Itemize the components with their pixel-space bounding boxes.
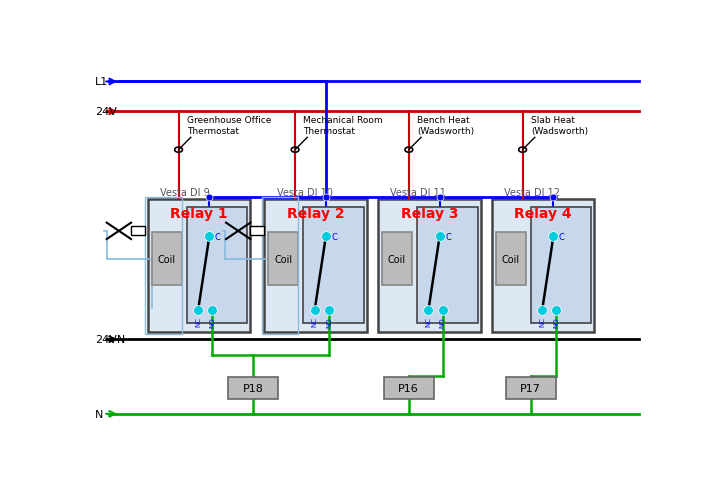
Bar [492,200,594,332]
Text: C: C [445,232,451,241]
Bar [496,233,526,286]
Text: NO: NO [553,317,559,327]
Text: NO: NO [210,317,216,327]
Text: NC: NC [311,317,318,326]
Text: C: C [215,232,221,241]
Text: Relay 1: Relay 1 [170,206,228,220]
Text: P17: P17 [521,383,541,393]
Bar [152,233,182,286]
Text: Bench Heat
(Wadsworth): Bench Heat (Wadsworth) [417,115,474,136]
Bar [264,200,367,332]
Text: NC: NC [539,317,545,326]
Text: NO: NO [440,317,446,327]
Text: Vesta DI 12: Vesta DI 12 [504,188,560,198]
Text: Coil: Coil [388,254,406,264]
Bar [268,233,298,286]
Bar [382,233,412,286]
Bar [384,378,433,399]
Bar [304,208,364,324]
Text: Greenhouse Office
Thermostat: Greenhouse Office Thermostat [187,115,271,136]
Text: NC: NC [195,317,201,326]
Text: Mechanical Room
Thermostat: Mechanical Room Thermostat [304,115,383,136]
Text: Vesta DI 10: Vesta DI 10 [276,188,332,198]
Bar [378,200,480,332]
Text: Vesta DI 11: Vesta DI 11 [390,188,446,198]
Text: Vesta DI 9: Vesta DI 9 [160,188,210,198]
Bar [145,198,182,334]
Text: Slab Heat
(Wadsworth): Slab Heat (Wadsworth) [531,115,588,136]
Bar [131,227,145,236]
Text: Coil: Coil [158,254,176,264]
Text: Coil: Coil [274,254,292,264]
Text: Relay 4: Relay 4 [514,206,572,220]
Text: L1: L1 [95,77,108,87]
Text: P16: P16 [398,383,419,393]
Bar [228,378,278,399]
Bar [505,378,556,399]
Text: C: C [332,232,337,241]
Text: NO: NO [326,317,332,327]
Text: Coil: Coil [502,254,520,264]
Text: Relay 2: Relay 2 [287,206,344,220]
Text: NC: NC [425,317,431,326]
Text: C: C [559,232,565,241]
Bar [261,198,299,334]
Bar [147,200,251,332]
Text: 24V: 24V [95,107,117,117]
Text: P18: P18 [243,383,263,393]
Bar [417,208,478,324]
Bar [251,227,264,236]
Text: Relay 3: Relay 3 [401,206,458,220]
Text: N: N [95,409,103,419]
Bar [531,208,591,324]
Bar [187,208,247,324]
Text: 24VN: 24VN [95,334,125,345]
